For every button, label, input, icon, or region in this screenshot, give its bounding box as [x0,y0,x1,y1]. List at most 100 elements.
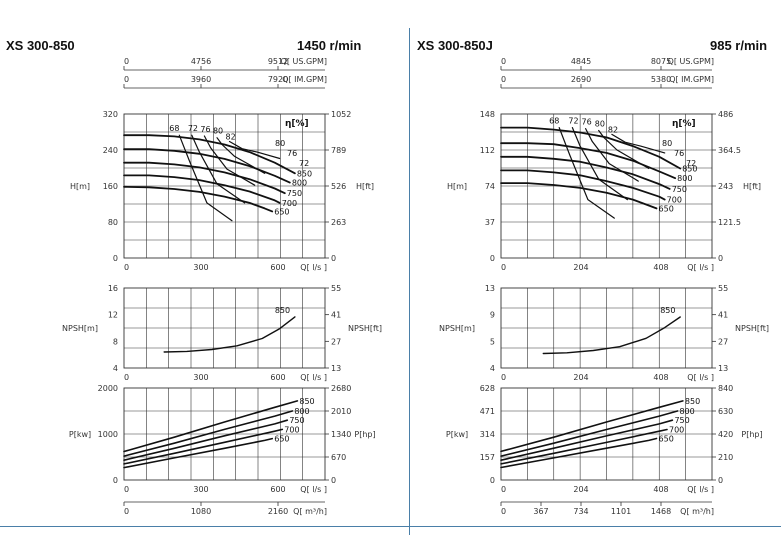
left-npsh-q-label: Q[ l/s ] [300,373,327,382]
left-power-curve-label-650: 650 [274,435,289,444]
left-power-curve-label-700: 700 [284,425,299,434]
left-power-curve-750 [123,419,289,461]
left-efficiency-label-80: 80 [213,127,223,136]
left-head-curve-label-800: 800 [292,179,307,188]
right-power-q-label: Q[ l/s ] [687,485,714,494]
right-power-ylabel-right: P[hp] [741,430,762,439]
right-npsh-ylabel: NPSH[m] [439,324,475,333]
left-head-curve-label-700: 700 [282,199,297,208]
left-model-title: XS 300-850 [6,38,75,53]
right-head-ytick-label: 0 [490,254,495,263]
left-power-curve-label-850: 850 [299,397,314,406]
right-npsh-ytick-label: 5 [490,337,495,346]
left-power-curve-label-750: 750 [289,416,304,425]
left-head-ytick-label: 0 [113,254,118,263]
right-head-ytick-right-label: 486 [718,110,733,119]
left-efficiency-curve-68 [178,134,233,222]
right-head-ytick-label: 148 [480,110,495,119]
right-head-q-tick-label: 204 [573,263,588,272]
left-head-curve-label-850: 850 [297,169,312,178]
right-efficiency-curve-68 [558,127,615,219]
right-npsh-ytick-label: 13 [485,284,495,293]
left-power-ytick-right-label: 1340 [331,430,351,439]
left-m3h-tick-label: 0 [124,507,129,516]
right-efficiency-curve-80 [598,129,650,170]
left-efficiency-curve-72 [191,134,246,204]
left-power-q-label: Q[ l/s ] [300,485,327,494]
right-power-ytick-right-label: 630 [718,407,733,416]
left-head-ylabel-right: H[ft] [356,182,374,191]
left-npsh-ytick-label: 12 [108,311,118,320]
right-efficiency-right-label-76: 76 [674,149,684,158]
right-efficiency-right-label-80: 80 [662,139,672,148]
right-speed-label: 985 r/min [710,38,768,53]
right-efficiency-label-82: 82 [608,125,618,134]
left-top-axis-0-tick-label: 0 [124,57,129,66]
right-power-ylabel: P[kw] [446,430,468,439]
right-head-ytick-label: 112 [480,146,495,155]
left-head-ytick-right-label: 1052 [331,110,351,119]
left-npsh-ylabel: NPSH[m] [62,324,98,333]
left-m3h-label: Q[ m³/h] [293,507,327,516]
right-head-ytick-label: 37 [485,218,495,227]
right-npsh-q-tick-label: 204 [573,373,588,382]
left-efficiency-label-82: 82 [226,133,236,142]
right-head-curve-800 [500,142,677,180]
right-power-curve-650 [500,437,658,469]
left-efficiency-unit: η[%] [285,119,309,129]
right-top-axis-1-tick-label: 0 [501,75,506,84]
left-power-ytick-right-label: 670 [331,453,346,462]
left-power-curve-800 [123,410,294,457]
right-efficiency-label-76: 76 [582,118,592,127]
right-npsh-ytick-right-label: 55 [718,284,728,293]
left-top-axis-1-tick-label: 3960 [191,75,211,84]
left-head-q-tick-label: 0 [124,263,129,272]
panel-divider [409,28,410,535]
right-power-ytick-label: 157 [480,453,495,462]
left-m3h-tick-label: 1080 [191,507,211,516]
right-efficiency-curve-82 [611,133,666,154]
left-efficiency-label-72: 72 [188,124,198,133]
right-top-axis-0-tick-label: 0 [501,57,506,66]
right-head-curve-label-850: 850 [682,164,697,173]
right-power-ytick-right-label: 840 [718,384,733,393]
right-power-curve-700 [500,428,668,465]
right-head-q-label: Q[ l/s ] [687,263,714,272]
right-efficiency-unit: η[%] [672,119,696,129]
bottom-rule [0,526,781,527]
right-head-ytick-right-label: 0 [718,254,723,263]
left-power-ytick-right-label: 2010 [331,407,351,416]
right-head-curve-650 [500,182,658,210]
right-m3h-tick-label: 734 [573,507,588,516]
right-head-curve-850 [500,126,682,170]
right-power-ytick-right-label: 210 [718,453,733,462]
left-power-ylabel-right: P[hp] [354,430,375,439]
right-npsh-q-label: Q[ l/s ] [687,373,714,382]
right-head-ytick-right-label: 121.5 [718,218,741,227]
right-head-ylabel: H[m] [447,182,467,191]
left-efficiency-label-76: 76 [200,125,210,134]
left-efficiency-right-label-72: 72 [299,159,309,168]
right-npsh-curve-label-850: 850 [660,306,675,315]
right-efficiency-right-label-72: 72 [686,159,696,168]
left-power-curve-650 [123,437,273,469]
right-top-axis-1-label: Q[ IM.GPM] [669,75,714,84]
right-head-curve-label-650: 650 [659,204,674,213]
right-power-curve-label-700: 700 [669,425,684,434]
left-efficiency-curve-82 [228,140,281,160]
right-power-curve-850 [500,400,684,453]
left-efficiency-right-label-76: 76 [287,149,297,158]
left-head-ylabel: H[m] [70,182,90,191]
left-top-axis-0-tick-label: 4756 [191,57,211,66]
right-efficiency-label-72: 72 [568,117,578,126]
right-head-ytick-label: 74 [485,182,495,191]
left-head-curve-700 [123,174,281,204]
left-power-ytick-label: 1000 [98,430,118,439]
left-npsh-ytick-label: 8 [113,337,118,346]
left-npsh-ylabel-right: NPSH[ft] [348,324,382,333]
left-top-axis-1-label: Q[ IM.GPM] [282,75,327,84]
right-head-ytick-right-label: 364.5 [718,146,741,155]
left-head-curve-650 [123,185,274,213]
